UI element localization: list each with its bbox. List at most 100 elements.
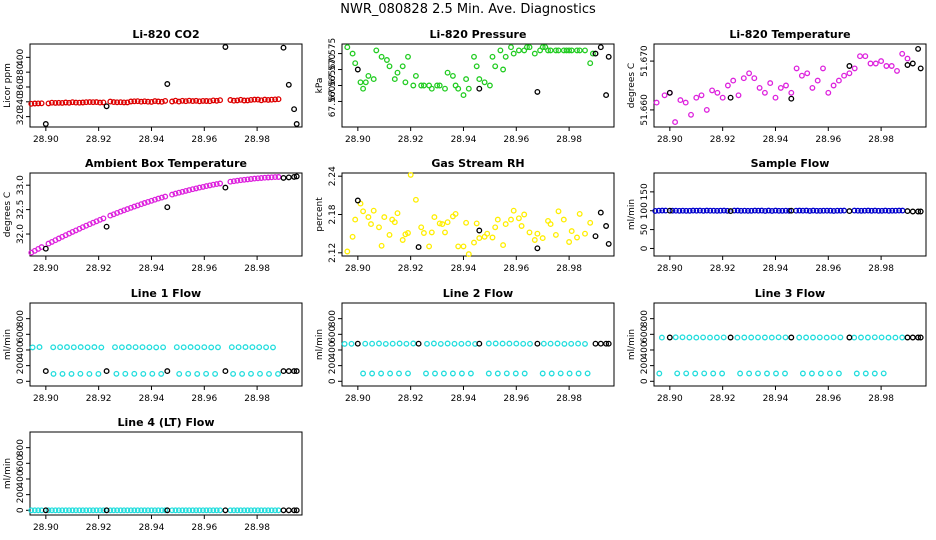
x-tick-label: 28.92 [86, 135, 112, 145]
data-point-main [865, 207, 872, 214]
data-point-main [151, 507, 158, 514]
data-point-main [265, 174, 272, 181]
data-point-main [141, 200, 148, 206]
data-point-reference [846, 334, 853, 341]
data-point-high [700, 334, 707, 341]
y-axis-label: ml/min [3, 329, 13, 360]
data-point-high [242, 344, 249, 351]
data-point-main [576, 47, 583, 54]
chart-title: Line 1 Flow [131, 287, 201, 300]
data-point-main [189, 98, 196, 105]
data-point-main [200, 183, 206, 190]
data-point-main [248, 507, 254, 514]
data-point-main [124, 99, 131, 106]
data-point-main [206, 507, 213, 514]
data-point-main [373, 47, 380, 54]
data-point-main [834, 207, 841, 214]
data-point-main [566, 239, 573, 245]
data-point-main [241, 176, 248, 183]
data-point-low [50, 370, 57, 377]
chart-title: Gas Stream RH [431, 157, 524, 170]
data-point-main [707, 207, 714, 214]
x-tick-label: 28.96 [191, 264, 217, 274]
page-title: NWR_080828 2.5 Min. Ave. Diagnostics [340, 2, 596, 17]
data-point-main [48, 99, 55, 106]
data-point-main [460, 243, 467, 250]
data-point-main [798, 72, 805, 79]
data-point-high [348, 340, 355, 347]
data-point-low [212, 370, 219, 377]
data-point-main [436, 82, 443, 89]
data-point-reference [603, 340, 610, 347]
data-point-high [187, 344, 194, 351]
data-point-main [172, 190, 179, 197]
data-point-main [97, 507, 103, 514]
data-point-main [227, 178, 234, 185]
data-point-main [234, 97, 241, 104]
data-point-main [241, 507, 248, 514]
x-tick-label: 28.96 [815, 135, 841, 145]
data-point-main [244, 176, 251, 183]
data-point-high [851, 334, 858, 341]
data-point-high [755, 334, 761, 341]
y-tick-label: 340 [16, 93, 26, 110]
data-point-reference [222, 368, 229, 375]
data-point-high [125, 344, 132, 351]
data-point-main [555, 47, 562, 54]
data-point-reference [788, 207, 795, 214]
data-point-main [560, 216, 567, 223]
y-tick-label: 400 [328, 341, 338, 358]
data-point-main [868, 207, 875, 214]
data-point-reference [280, 368, 287, 375]
x-tick-label: 28.98 [868, 264, 894, 274]
data-point-main [186, 507, 193, 514]
data-point-main [62, 99, 69, 106]
data-point-low [557, 370, 564, 377]
data-point-low [880, 370, 887, 377]
data-point-main [820, 207, 827, 214]
data-point-low [158, 370, 165, 377]
data-point-reference [280, 44, 287, 51]
data-point-high [430, 340, 437, 347]
data-point-main [861, 207, 868, 214]
data-point-high [376, 340, 382, 347]
data-point-main [494, 216, 501, 223]
data-point-reference [415, 340, 422, 347]
data-point-main [846, 70, 853, 77]
data-point-main [824, 207, 830, 214]
data-point-reference [280, 507, 287, 514]
data-point-reference [354, 340, 361, 347]
data-point-main [399, 237, 406, 243]
data-point-high [864, 334, 871, 341]
y-axis-label: degrees C [3, 192, 13, 237]
data-point-low [467, 370, 474, 377]
data-point-low [266, 370, 272, 377]
data-point-reference [727, 334, 734, 341]
data-point-main [59, 507, 66, 514]
data-point-main [210, 97, 217, 104]
data-point-low [755, 370, 761, 377]
data-point-main [428, 85, 435, 92]
y-tick-label: 400 [16, 470, 26, 487]
data-point-main [799, 207, 806, 214]
data-point-high [98, 344, 105, 351]
data-point-main [394, 210, 401, 217]
data-point-main [261, 174, 268, 181]
data-point-main [230, 178, 237, 185]
data-point-main [155, 195, 162, 202]
data-point-main [258, 175, 265, 181]
data-point-high [830, 334, 837, 341]
data-point-main [574, 234, 580, 241]
data-point-high [499, 340, 506, 347]
data-point-main [210, 507, 217, 514]
data-point-high [554, 340, 561, 347]
data-point-reference [103, 103, 110, 110]
data-point-high [485, 340, 492, 347]
y-tick-label: 800 [328, 310, 338, 327]
y-tick-label: 600 [640, 325, 650, 342]
data-point-main [518, 223, 525, 229]
data-point-main [481, 79, 488, 86]
data-point-high [520, 340, 527, 347]
data-point-low [176, 370, 183, 377]
data-point-main [714, 207, 721, 214]
